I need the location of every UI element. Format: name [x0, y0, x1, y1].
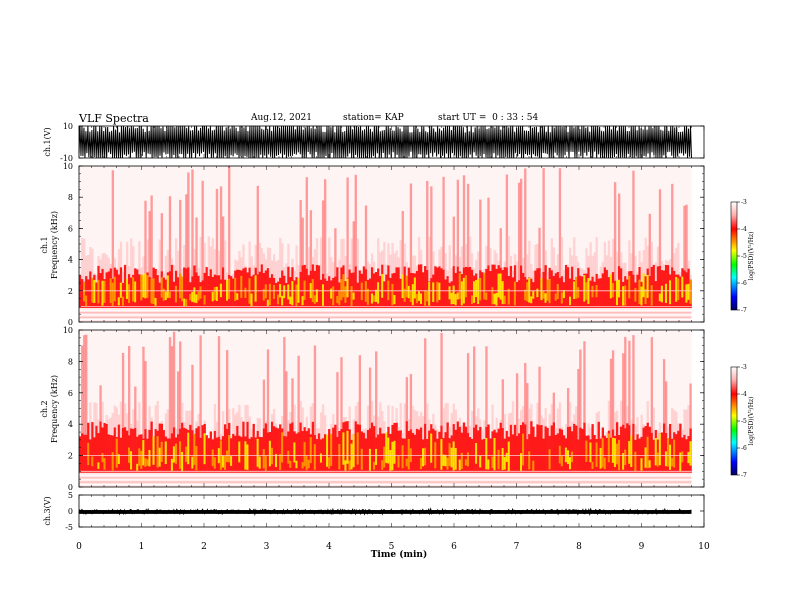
colorbar-tick-label: -7: [741, 307, 747, 314]
colorbar-tick-label: -3: [741, 199, 747, 206]
x-tick-label: 9: [639, 542, 645, 552]
x-tick-label: 6: [451, 542, 457, 552]
y-tick-label: 10: [63, 122, 73, 131]
colorbar-tick-label: -3: [741, 364, 747, 371]
date-label: Aug.12, 2021: [251, 113, 312, 123]
y-tick-label: 8: [68, 193, 73, 202]
y-tick-label: 0: [68, 318, 73, 327]
x-tick-label: 1: [139, 542, 145, 552]
y-tick-label: 2: [68, 452, 73, 461]
x-axis-label: Time (min): [371, 549, 428, 560]
ch1-waveform-panel: [78, 125, 692, 159]
ch2-spectrogram-ylabel-channel: ch.2: [40, 400, 49, 417]
y-tick-label: 0: [68, 483, 73, 492]
x-tick-label: 10: [698, 542, 710, 552]
colorbar-tick-label: -5: [741, 418, 747, 425]
x-tick-label: 2: [201, 542, 207, 552]
waveform-trace: [78, 125, 692, 159]
ch2-spectrogram-ylabel-freq: Frequency (kHz): [50, 375, 59, 443]
x-tick-label: 0: [76, 542, 82, 552]
y-tick-label: 4: [68, 420, 73, 429]
colorbar-tick-label: -4: [741, 391, 747, 398]
y-tick-label: 0: [68, 507, 73, 516]
y-tick-label: 2: [68, 287, 73, 296]
ch2-colorbar-label: log(PSD)(V²/Hz): [748, 397, 755, 446]
ch1-spectrogram-panel: [79, 166, 692, 322]
ch2-colorbar: -3 -4 -5 -6 -7 log(PSD)(V²/Hz): [730, 364, 755, 479]
ch1-spectrogram-ylabel-channel: ch.1: [40, 236, 49, 253]
x-tick-label: 8: [576, 542, 582, 552]
y-tick-label: 10: [63, 162, 73, 171]
x-tick-label: 7: [514, 542, 520, 552]
y-tick-label: 5: [68, 491, 73, 500]
x-tick-label: 4: [326, 542, 332, 552]
ch2-spectrogram-panel: [79, 330, 692, 487]
y-tick-label: 6: [68, 389, 73, 398]
y-tick-label: 8: [68, 357, 73, 366]
ch1-spectrogram-ylabel-freq: Frequency (kHz): [50, 211, 59, 279]
colorbar-tick-label: -4: [741, 226, 747, 233]
waveform-band: [79, 510, 692, 514]
ch1-colorbar: -3 -4 -5 -6 -7 log(PSD)(V²/Hz): [730, 199, 755, 314]
y-tick-label: -5: [65, 523, 73, 532]
colorbar-tick-label: -6: [741, 280, 747, 287]
ch3-waveform-ylabel: ch.3(V): [43, 496, 52, 525]
start-time-label: start UT = 0 : 33 : 54: [438, 113, 539, 123]
y-tick-label: 10: [63, 326, 73, 335]
colorbar-tick-label: -7: [741, 472, 747, 479]
y-tick-label: 6: [68, 224, 73, 233]
x-axis-ticks: 0 1 2 3 4 5 6 7 8 9 10: [76, 542, 710, 552]
x-tick-label: 3: [264, 542, 270, 552]
ch3-waveform-panel: [78, 507, 692, 517]
x-tick-label: 5: [389, 542, 395, 552]
y-tick-label: 4: [68, 256, 73, 265]
ch1-waveform-ylabel: ch.1(V): [43, 127, 52, 156]
station-label: station= KAP: [343, 113, 404, 123]
chart-title: VLF Spectra: [79, 112, 149, 125]
colorbar-tick-label: -5: [741, 253, 747, 260]
y-tick-label: -10: [60, 154, 73, 163]
colorbar-tick-label: -6: [741, 445, 747, 452]
ch1-colorbar-label: log(PSD)(V²/Hz): [748, 232, 755, 281]
